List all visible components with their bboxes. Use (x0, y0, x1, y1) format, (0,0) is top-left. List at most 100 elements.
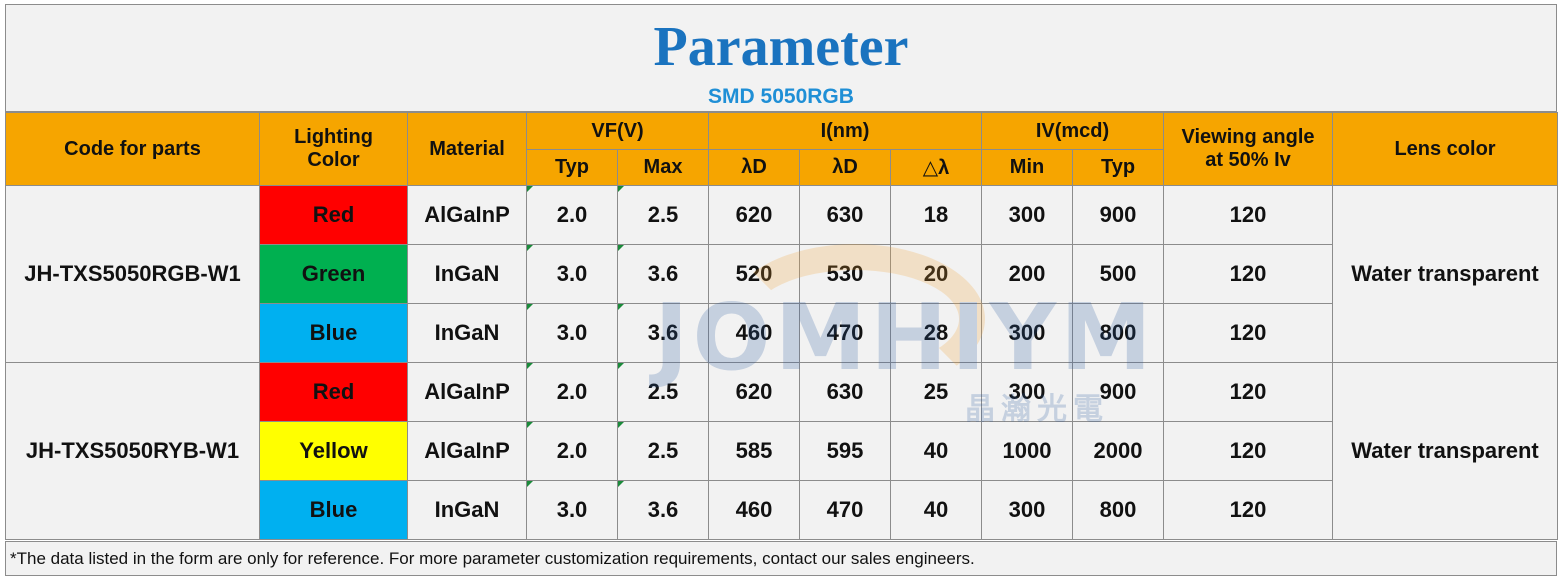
viewing-angle: 120 (1163, 244, 1334, 304)
cell-marker-icon (618, 363, 624, 369)
material: InGaN (407, 303, 527, 363)
part-code: JH-TXS5050RYB-W1 (5, 362, 260, 540)
lambda-d-1: 585 (708, 421, 800, 481)
vf-typ: 3.0 (526, 480, 618, 540)
material: InGaN (407, 244, 527, 304)
cell-marker-icon (527, 304, 533, 310)
cell-marker-icon (618, 304, 624, 310)
iv-min: 300 (981, 185, 1074, 245)
iv-typ: 500 (1072, 244, 1165, 304)
delta-lambda: 40 (889, 421, 983, 481)
iv-min-text: 300 (1008, 320, 1046, 345)
lighting-color: Blue (259, 480, 408, 540)
delta-lambda-text: 25 (923, 379, 949, 404)
parameter-table: Code for parts Lighting Color Material V… (5, 112, 1559, 540)
lambda-d-2: 595 (799, 421, 891, 481)
delta-lambda: 28 (889, 303, 983, 363)
delta-lambda-text: 28 (923, 320, 949, 345)
lambda-d-2-text: 470 (826, 497, 864, 522)
vf-max-text: 2.5 (647, 202, 679, 227)
lambda-d-1-text: 520 (735, 261, 773, 286)
iv-min-text: 300 (1008, 202, 1046, 227)
lighting-color-text: Red (312, 379, 355, 404)
iv-min: 300 (981, 303, 1074, 363)
lighting-color: Blue (259, 303, 408, 363)
lighting-color: Red (259, 185, 408, 245)
vf-max-text: 3.6 (647, 261, 679, 286)
lambda-d-2: 630 (799, 362, 891, 422)
delta-lambda: 18 (889, 185, 983, 245)
lighting-color-text: Blue (309, 497, 358, 522)
vf-max: 2.5 (617, 185, 709, 245)
lambda-d-2-text: 530 (826, 261, 864, 286)
iv-typ-text: 2000 (1093, 438, 1143, 463)
header-material: Material (407, 112, 527, 186)
cell-marker-icon (527, 245, 533, 251)
lambda-d-2: 470 (799, 480, 891, 540)
delta-lambda-text: 18 (923, 202, 949, 227)
lambda-d-1-text: 585 (735, 438, 773, 463)
delta-lambda-text: 40 (923, 497, 949, 522)
header-vf-typ: Typ (526, 149, 618, 186)
lambda-d-1-text: 620 (735, 379, 773, 404)
viewing-angle: 120 (1163, 480, 1334, 540)
iv-typ: 900 (1072, 185, 1165, 245)
vf-max-text: 2.5 (647, 438, 679, 463)
iv-typ: 800 (1072, 480, 1165, 540)
footnote: *The data listed in the form are only fo… (5, 541, 1557, 576)
header-iv-typ: Typ (1072, 149, 1165, 186)
page-subtitle: SMD 5050RGB (708, 85, 854, 108)
header-vf: VF(V) (526, 112, 709, 150)
viewing-angle-text: 120 (1229, 438, 1267, 463)
lambda-d-2-text: 630 (826, 202, 864, 227)
header-code: Code for parts (5, 112, 260, 186)
table-row: Yellow AlGaInP 2.0 2.5 585 595 40 1000 2000 120 (6, 421, 1558, 481)
header-lambda-d-1: λD (708, 149, 800, 186)
delta-lambda: 40 (889, 480, 983, 540)
iv-min-text: 300 (1008, 379, 1046, 404)
lambda-d-1: 520 (708, 244, 800, 304)
iv-typ-text: 900 (1099, 379, 1137, 404)
viewing-angle: 120 (1163, 421, 1334, 481)
vf-typ: 2.0 (526, 185, 618, 245)
lambda-d-1: 620 (708, 362, 800, 422)
iv-min: 300 (981, 480, 1074, 540)
header-wavelength: I(nm) (707, 112, 983, 150)
iv-typ-text: 800 (1099, 320, 1137, 345)
iv-typ-text: 900 (1099, 202, 1137, 227)
parameter-sheet: Parameter SMD 5050RGB Code for parts Lig… (5, 4, 1559, 576)
cell-marker-icon (618, 422, 624, 428)
vf-typ: 2.0 (526, 421, 618, 481)
viewing-angle: 120 (1163, 362, 1334, 422)
iv-min: 200 (981, 244, 1074, 304)
table-row: JH-TXS5050RGB-W1 Red AlGaInP 2.0 2.5 620 630 18… (5, 185, 1559, 363)
iv-min: 300 (981, 362, 1074, 422)
lambda-d-2-text: 595 (826, 438, 864, 463)
header-lighting-color: Lighting Color (259, 112, 408, 186)
material: AlGaInP (407, 362, 527, 422)
header-delta-lambda: △λ (889, 149, 983, 186)
header-lens-color: Lens color (1332, 112, 1559, 186)
lighting-color: Red (259, 362, 408, 422)
material-text: InGaN (434, 261, 500, 286)
delta-lambda-text: 40 (923, 438, 949, 463)
lambda-d-1: 620 (708, 185, 800, 245)
cell-marker-icon (527, 363, 533, 369)
cell-marker-icon (527, 481, 533, 487)
header-vf-max: Max (617, 149, 709, 186)
iv-min-text: 1000 (1002, 438, 1052, 463)
table-row: Blue InGaN 3.0 3.6 460 470 40 300 800 120 (6, 480, 1558, 540)
lens-color: Water transparent (1332, 185, 1559, 363)
vf-typ-text: 2.0 (556, 379, 588, 404)
vf-max: 3.6 (617, 244, 709, 304)
title-box: Parameter SMD 5050RGB (5, 4, 1557, 112)
vf-max-text: 3.6 (647, 497, 679, 522)
delta-lambda: 25 (889, 362, 983, 422)
header-viewing-angle: Viewing angle at 50% Iv (1163, 112, 1334, 186)
table-row: Green InGaN 3.0 3.6 520 530 20 200 500 120 (6, 244, 1558, 304)
header-iv: IV(mcd) (981, 112, 1165, 150)
lighting-color: Yellow (259, 421, 408, 481)
viewing-angle-text: 120 (1229, 320, 1267, 345)
lighting-color-text: Blue (309, 320, 358, 345)
cell-marker-icon (527, 422, 533, 428)
